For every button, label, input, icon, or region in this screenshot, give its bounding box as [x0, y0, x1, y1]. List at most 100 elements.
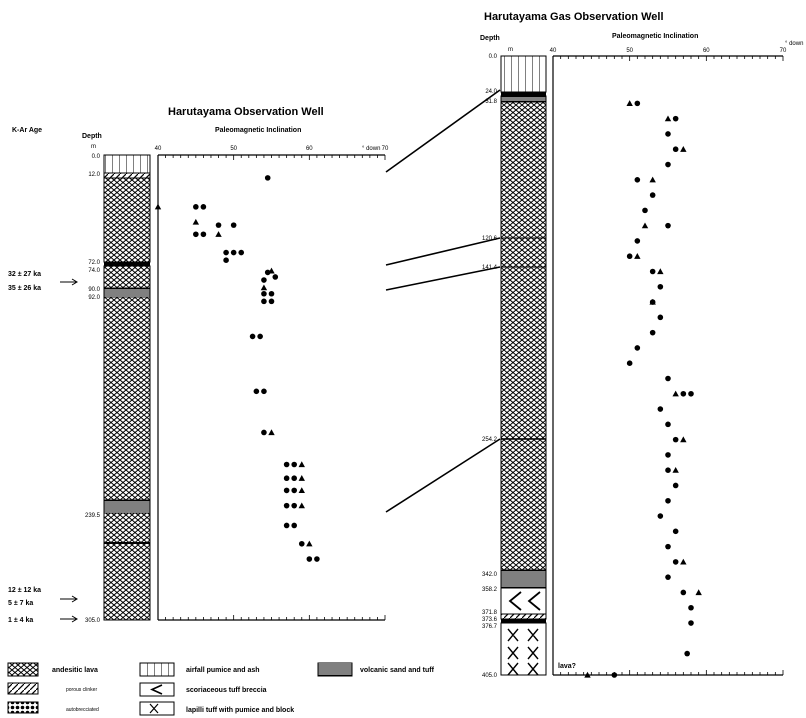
data-point-circle	[291, 487, 298, 494]
left-well: Harutayama Observation Well K-Ar Age Dep…	[8, 106, 389, 624]
right-layer-sand	[500, 569, 547, 589]
data-point-triangle	[215, 231, 222, 237]
left-column	[103, 154, 151, 621]
data-point-circle	[261, 277, 267, 283]
right-depth-tick: 141.4	[482, 265, 498, 271]
data-point-circle	[283, 461, 290, 468]
data-point-circle	[665, 497, 671, 504]
data-point-circle	[272, 274, 279, 280]
legend-label: airfall pumice and ash	[186, 667, 260, 674]
data-point-circle	[291, 522, 298, 529]
data-point-circle	[261, 388, 267, 395]
left-plot-frame	[157, 154, 386, 621]
right-layer-porous	[500, 613, 547, 620]
data-point-triangle	[649, 298, 656, 305]
right-layer-lapilli	[500, 622, 547, 676]
data-point-circle	[261, 290, 267, 297]
right-depth-tick: 120.6	[482, 236, 498, 242]
data-point-circle	[611, 672, 618, 678]
left-layer-lava	[103, 296, 151, 501]
data-point-triangle	[298, 475, 305, 481]
left-layer-lava	[103, 177, 151, 263]
data-point-circle	[230, 222, 237, 228]
data-point-circle	[283, 475, 290, 482]
data-point-circle	[261, 429, 267, 436]
left-layer-porous	[103, 172, 151, 179]
data-point-triangle	[584, 671, 591, 678]
kar-age: 32 ± 27 ka	[8, 271, 41, 278]
data-point-triangle	[260, 284, 268, 291]
data-point-circle	[665, 452, 671, 458]
legend-label: scoriaceous tuff breccia	[186, 687, 267, 694]
kar-age-label: K-Ar Age	[12, 127, 42, 134]
right-well-title: Harutayama Gas Observation Well	[484, 11, 664, 23]
right-axis-unit: ° down	[785, 41, 803, 47]
right-column	[500, 55, 547, 676]
left-x-tick: 40	[155, 146, 162, 152]
left-depth-ticks: 0.0 12.0 72.0 74.0 90.0 92.0 239.5 305.0	[85, 154, 101, 624]
left-depth-tick: 72.0	[88, 260, 100, 266]
right-x-tick: 60	[703, 48, 710, 54]
data-point-circle	[665, 543, 671, 550]
right-depth-tick: 371.8	[482, 610, 498, 616]
right-depth-label: Depth	[480, 35, 500, 42]
data-point-circle	[223, 249, 229, 256]
data-point-circle	[657, 283, 664, 290]
left-unit-label: m	[91, 144, 96, 150]
left-depth-tick: 74.0	[88, 268, 100, 274]
data-point-circle	[672, 528, 679, 535]
right-layer-lava	[500, 101, 547, 571]
data-point-circle	[230, 249, 237, 256]
right-plot-frame	[552, 55, 784, 676]
correlation-line	[385, 237, 501, 266]
data-point-circle	[680, 589, 687, 596]
data-point-circle	[688, 390, 694, 397]
kar-arrow	[60, 615, 78, 623]
legend-swatch-volcanic-sand	[317, 662, 353, 677]
data-point-circle	[642, 207, 648, 214]
lava-note: lava?	[558, 663, 576, 670]
data-point-circle	[665, 161, 671, 168]
left-layer-lava	[103, 512, 151, 621]
right-well: Harutayama Gas Observation Well Depth m …	[480, 11, 803, 679]
data-point-circle	[283, 522, 290, 529]
right-layer-sand	[501, 92, 546, 96]
legend-label: lapilli tuff with pumice and block	[186, 707, 294, 714]
data-point-circle	[688, 604, 694, 611]
data-point-circle	[261, 298, 267, 305]
right-depth-tick: 358.2	[482, 587, 498, 593]
data-point-triangle	[154, 203, 162, 210]
legend-swatch-andesitic-lava	[7, 662, 39, 677]
data-point-circle	[672, 146, 679, 153]
data-point-circle	[657, 406, 664, 412]
data-point-circle	[672, 482, 679, 489]
data-point-triangle	[664, 115, 672, 122]
data-point-circle	[680, 390, 687, 397]
data-point-circle	[649, 329, 656, 336]
kar-age: 35 ± 26 ka	[8, 285, 41, 292]
data-point-circle	[283, 502, 290, 509]
right-layer-airfall	[500, 55, 547, 93]
data-point-triangle	[306, 540, 313, 547]
left-layer-sand	[103, 287, 151, 298]
data-point-circle	[200, 204, 207, 210]
data-point-circle	[626, 253, 633, 260]
data-point-circle	[291, 461, 298, 468]
data-point-triangle	[626, 100, 633, 106]
right-axis-label: Paleomagnetic Inclination	[612, 33, 698, 40]
data-point-circle	[253, 388, 260, 395]
correlation-lines	[385, 89, 501, 513]
left-depth-label: Depth	[82, 133, 102, 140]
data-point-circle	[268, 290, 275, 297]
correlation-line	[385, 266, 501, 291]
data-point-triangle	[634, 253, 641, 259]
kar-arrow	[60, 278, 78, 286]
right-x-tick: 40	[550, 48, 557, 54]
data-point-triangle	[680, 558, 687, 565]
legend-label: andesitic lava	[52, 667, 98, 674]
left-layer-airfall	[103, 154, 151, 174]
legend-label: porous clinker	[66, 687, 97, 693]
data-point-triangle	[672, 390, 679, 397]
data-point-circle	[665, 375, 671, 382]
right-depth-tick: 376.7	[482, 624, 498, 630]
